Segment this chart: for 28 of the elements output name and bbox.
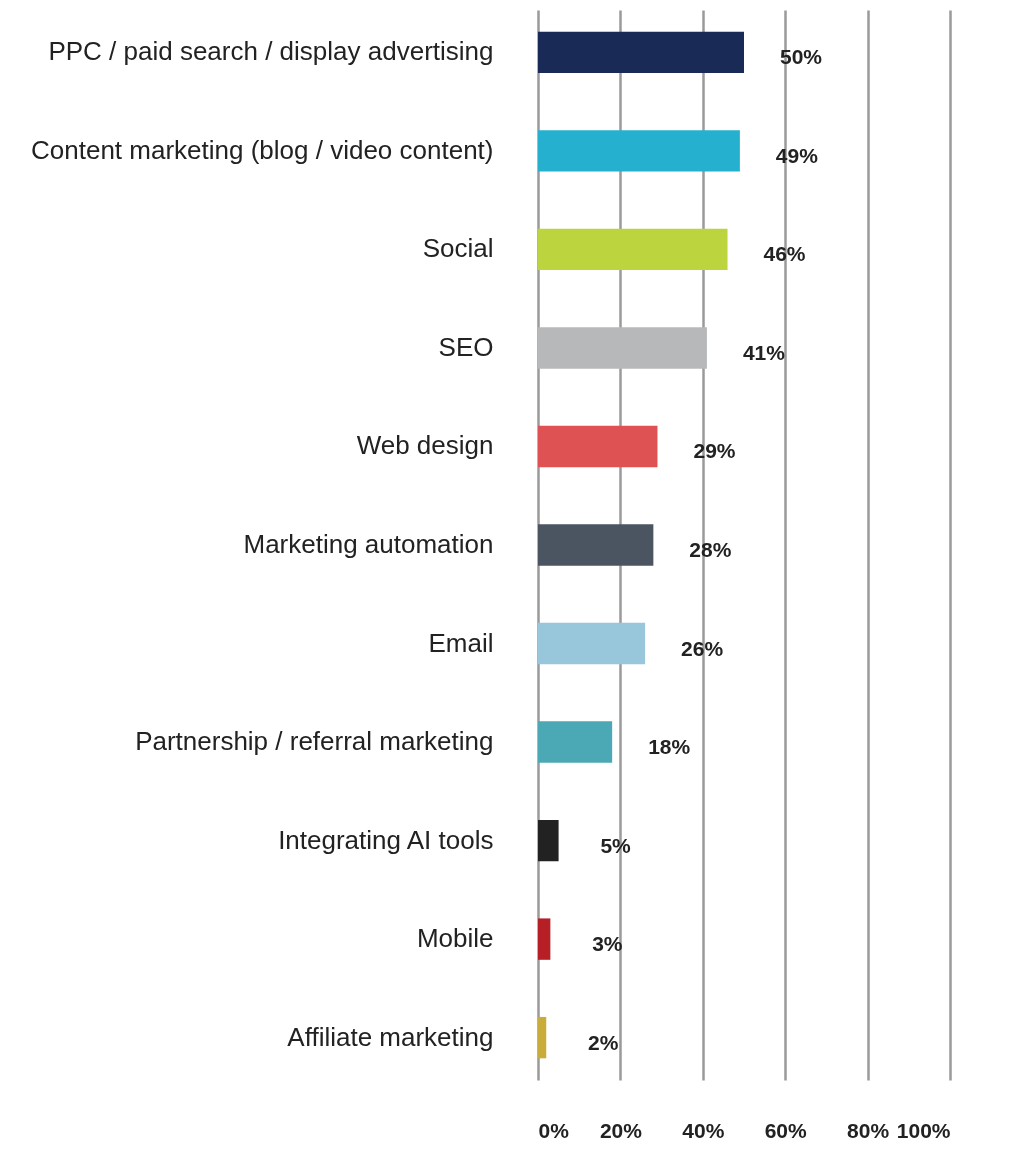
data-label: 2% xyxy=(588,1030,619,1054)
data-label: 3% xyxy=(592,932,623,956)
data-label: 26% xyxy=(681,636,724,660)
x-tick-label: 0% xyxy=(538,1118,570,1142)
data-label: 28% xyxy=(689,538,732,561)
y-tick-label: Integrating AI tools xyxy=(278,824,494,855)
x-tick-label: 100% xyxy=(896,1118,951,1142)
y-tick-label: Partnership / referral marketing xyxy=(135,726,494,757)
data-label: 50% xyxy=(779,45,823,69)
x-tick-label: 60% xyxy=(764,1118,808,1142)
y-tick-label: Email xyxy=(428,627,494,658)
data-label: 5% xyxy=(600,833,632,857)
y-tick-label: Mobile xyxy=(416,923,494,954)
y-tick-label: Affiliate marketing xyxy=(287,1021,494,1052)
x-tick-label: 20% xyxy=(599,1118,643,1142)
y-tick-label: PPC / paid search / display advertising xyxy=(48,36,494,67)
data-label: 49% xyxy=(775,143,819,167)
data-label: 18% xyxy=(648,735,691,759)
data-label: 46% xyxy=(763,242,806,266)
y-tick-label: SEO xyxy=(438,331,494,362)
data-label: 29% xyxy=(693,439,736,463)
x-tick-label: 40% xyxy=(682,1118,725,1142)
y-tick-label: Content marketing (blog / video content) xyxy=(31,134,494,165)
data-label: 41% xyxy=(742,340,786,364)
y-tick-label: Marketing automation xyxy=(243,529,494,559)
x-tick-label: 80% xyxy=(847,1118,890,1142)
y-tick-label: Web design xyxy=(356,430,494,461)
y-tick-label: Social xyxy=(422,233,494,264)
